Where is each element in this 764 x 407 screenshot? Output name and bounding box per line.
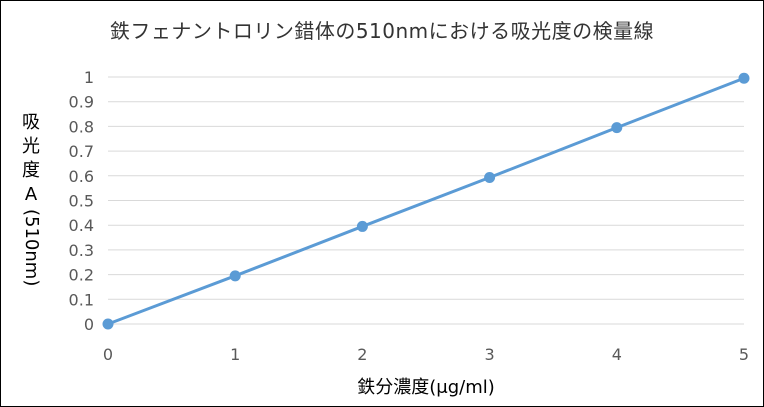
x-tick-label: 0: [103, 345, 113, 364]
data-point: [484, 172, 496, 184]
y-tick-label: 0.4: [69, 216, 94, 235]
data-point: [229, 270, 241, 282]
data-point: [102, 318, 114, 330]
y-tick-label: 0.9: [69, 93, 94, 112]
x-tick-label: 5: [739, 345, 749, 364]
y-tick-label: 0.3: [69, 241, 94, 260]
data-point: [738, 72, 750, 84]
data-point: [356, 220, 368, 232]
data-point: [611, 122, 623, 134]
x-axis-title: 鉄分濃度(μg/ml): [357, 377, 495, 398]
y-axis-title: 吸 光 度 A (510nm): [19, 111, 43, 286]
y-tick-label: 0.1: [69, 290, 94, 309]
x-tick-label: 2: [357, 345, 367, 364]
x-tick-label: 4: [612, 345, 622, 364]
x-tick-label: 3: [485, 345, 495, 364]
y-tick-label: 0.8: [69, 117, 94, 136]
y-tick-label: 0.6: [69, 167, 94, 186]
y-tick-label: 1: [84, 68, 94, 87]
y-tick-label: 0.5: [69, 192, 94, 211]
y-axis-title-char: A: [24, 184, 38, 205]
y-axis-title-unit: (510nm): [21, 209, 42, 287]
y-axis-title-char: 吸: [22, 112, 40, 133]
chart-title: 鉄フェナントロリン錯体の510nmにおける吸光度の検量線: [109, 19, 655, 43]
y-tick-label: 0.7: [69, 142, 94, 161]
x-tick-label: 1: [230, 345, 240, 364]
y-axis-title-char: 度: [22, 160, 40, 181]
y-tick-label: 0.2: [69, 266, 94, 285]
y-axis-title-char: 光: [22, 136, 40, 157]
series-line: [107, 76, 745, 326]
y-tick-label: 0: [84, 315, 94, 334]
